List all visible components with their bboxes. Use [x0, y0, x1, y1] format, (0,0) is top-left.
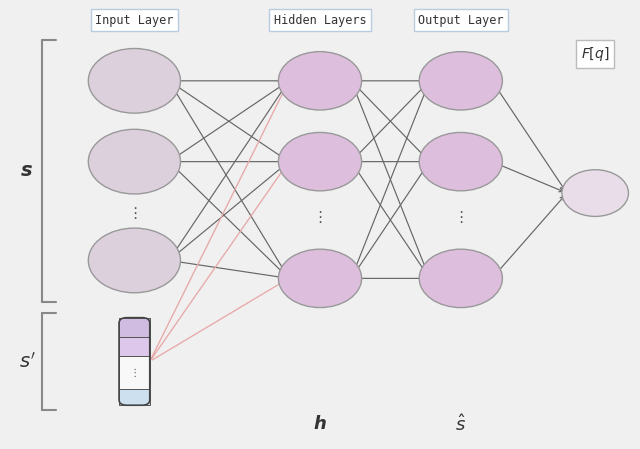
Text: $\boldsymbol{s}$: $\boldsymbol{s}$ — [20, 162, 33, 180]
Text: $\boldsymbol{s'}$: $\boldsymbol{s'}$ — [19, 352, 35, 371]
Text: Hidden Layers: Hidden Layers — [274, 14, 366, 26]
Circle shape — [562, 170, 628, 216]
Text: ⋮: ⋮ — [453, 210, 468, 225]
Text: ⋮: ⋮ — [129, 368, 140, 378]
Text: ⋮: ⋮ — [127, 206, 142, 221]
Bar — [119, 356, 150, 389]
Text: Output Layer: Output Layer — [418, 14, 504, 26]
Text: $\boldsymbol{h}$: $\boldsymbol{h}$ — [313, 415, 327, 433]
Bar — [119, 337, 150, 356]
Circle shape — [88, 228, 180, 293]
Circle shape — [419, 132, 502, 191]
Circle shape — [88, 48, 180, 113]
Text: $F[q]$: $F[q]$ — [581, 45, 609, 63]
Bar — [119, 389, 150, 405]
Circle shape — [278, 249, 362, 308]
Circle shape — [419, 249, 502, 308]
Circle shape — [419, 52, 502, 110]
Circle shape — [278, 132, 362, 191]
Circle shape — [88, 129, 180, 194]
Bar — [119, 318, 150, 337]
Circle shape — [278, 52, 362, 110]
Text: Input Layer: Input Layer — [95, 14, 173, 26]
Text: $\boldsymbol{\hat{s}}$: $\boldsymbol{\hat{s}}$ — [455, 414, 467, 435]
Text: ⋮: ⋮ — [312, 210, 328, 225]
